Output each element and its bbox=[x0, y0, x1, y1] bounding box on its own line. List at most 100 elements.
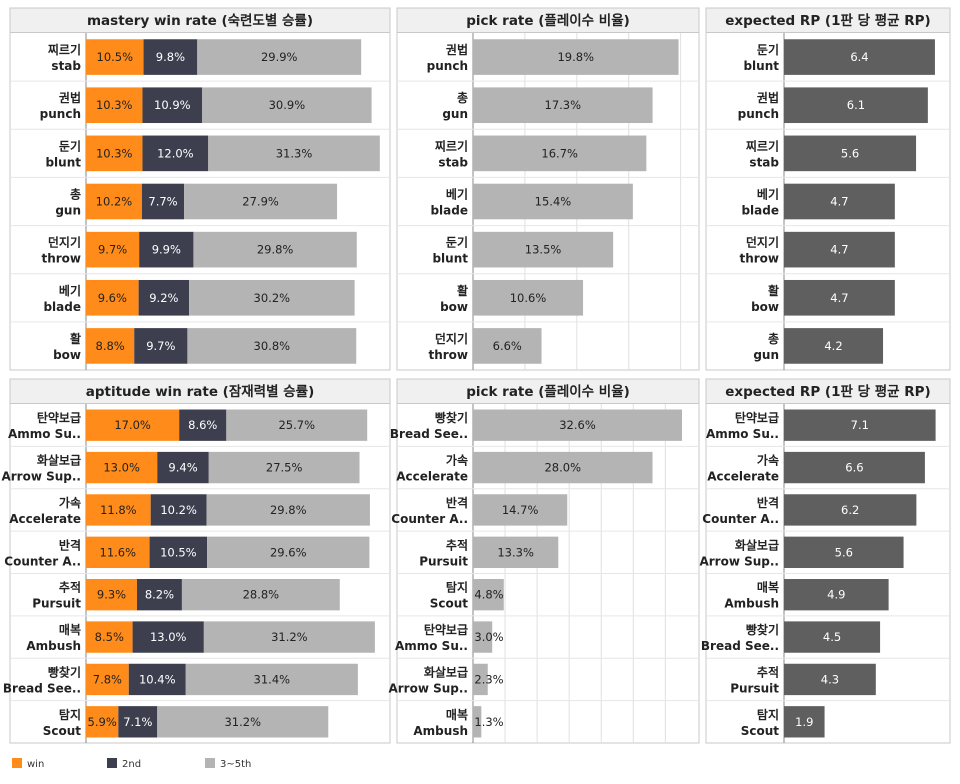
category-label-en: bow bbox=[440, 300, 468, 314]
data-label: 4.5 bbox=[823, 630, 841, 644]
data-label: 31.3% bbox=[276, 146, 313, 160]
category-label-en: punch bbox=[40, 107, 81, 121]
category-label-en: blade bbox=[43, 300, 81, 314]
category-label-en: Accelerate bbox=[396, 470, 468, 484]
category-label-en: Counter A.. bbox=[4, 554, 81, 568]
data-label: 10.9% bbox=[154, 98, 191, 112]
bar-segment-win bbox=[86, 328, 135, 364]
bar bbox=[784, 231, 895, 268]
data-label: 10.5% bbox=[97, 50, 134, 64]
bar-segment-win bbox=[86, 183, 142, 220]
data-label: 30.8% bbox=[254, 339, 291, 353]
category-label-en: stab bbox=[749, 155, 779, 169]
data-label: 4.9 bbox=[827, 588, 845, 602]
category-label-ko: 베기 bbox=[757, 187, 779, 202]
category-label-ko: 반격 bbox=[59, 537, 81, 552]
bar bbox=[473, 536, 559, 568]
data-label: 4.2 bbox=[824, 339, 842, 353]
bar bbox=[784, 183, 895, 220]
category-label-ko: 가속 bbox=[446, 453, 468, 468]
category-label-en: throw bbox=[739, 252, 779, 266]
data-label: 6.4 bbox=[850, 50, 868, 64]
data-label: 15.4% bbox=[535, 195, 572, 209]
data-label: 7.1% bbox=[123, 715, 152, 729]
category-label-en: Pursuit bbox=[32, 597, 81, 611]
category-label-en: Ammo Su.. bbox=[395, 639, 468, 653]
bar-segment-3~5th bbox=[157, 706, 329, 738]
bar bbox=[473, 451, 653, 484]
category-label-en: Bread See.. bbox=[390, 427, 468, 441]
bar-segment-3~5th bbox=[189, 279, 355, 316]
data-label: 10.2% bbox=[96, 195, 133, 209]
panel-header bbox=[706, 379, 950, 404]
category-label-en: Counter A.. bbox=[391, 512, 468, 526]
panel-header bbox=[706, 8, 950, 33]
category-label-en: Counter A.. bbox=[702, 512, 779, 526]
data-label: 16.7% bbox=[541, 146, 578, 160]
bar bbox=[784, 39, 935, 75]
bar-segment-win bbox=[86, 579, 137, 611]
category-label-en: Ammo Su.. bbox=[706, 427, 779, 441]
data-label: 29.8% bbox=[270, 503, 307, 517]
bar-segment-2nd bbox=[132, 621, 204, 653]
category-label-ko: 탄약보급 bbox=[37, 410, 81, 425]
data-label: 7.1 bbox=[851, 418, 869, 432]
category-label-ko: 추적 bbox=[59, 580, 81, 595]
panel-header bbox=[397, 379, 699, 404]
category-label-ko: 총 bbox=[70, 187, 81, 202]
category-label-ko: 화살보급 bbox=[37, 453, 81, 468]
data-label: 13.0% bbox=[150, 630, 187, 644]
category-label-en: bow bbox=[53, 348, 81, 362]
category-label-en: Accelerate bbox=[9, 512, 81, 526]
data-label: 29.6% bbox=[270, 545, 307, 559]
category-label-ko: 추적 bbox=[757, 664, 779, 679]
data-label: 31.2% bbox=[224, 715, 261, 729]
bar bbox=[784, 409, 936, 441]
bar-segment-3~5th bbox=[181, 579, 340, 611]
data-label: 5.6 bbox=[835, 545, 853, 559]
bar bbox=[473, 409, 683, 441]
legend-label: 2nd bbox=[122, 759, 141, 770]
data-label: 6.1 bbox=[847, 98, 865, 112]
category-label-en: Accelerate bbox=[707, 470, 779, 484]
data-label: 3.0% bbox=[474, 630, 503, 644]
bar bbox=[473, 706, 482, 738]
category-label-ko: 빵찾기 bbox=[48, 664, 81, 679]
data-label: 29.9% bbox=[261, 50, 298, 64]
category-label-ko: 찌르기 bbox=[435, 138, 468, 153]
bar bbox=[473, 663, 488, 696]
data-label: 7.7% bbox=[148, 195, 177, 209]
data-label: 4.7 bbox=[830, 243, 848, 257]
data-label: 12.0% bbox=[157, 146, 194, 160]
bar bbox=[473, 135, 647, 172]
category-label-ko: 반격 bbox=[757, 495, 779, 510]
category-label-en: Arrow Sup.. bbox=[699, 554, 779, 568]
category-label-en: blunt bbox=[45, 155, 81, 169]
data-label: 30.9% bbox=[269, 98, 306, 112]
category-label-ko: 활 bbox=[768, 283, 779, 298]
category-label-ko: 화살보급 bbox=[735, 537, 779, 552]
data-label: 5.6 bbox=[841, 146, 859, 160]
data-label: 25.7% bbox=[278, 418, 315, 432]
data-label: 6.2 bbox=[841, 503, 859, 517]
bar-segment-3~5th bbox=[185, 663, 358, 696]
category-label-en: stab bbox=[51, 59, 81, 73]
category-label-ko: 빵찾기 bbox=[435, 410, 468, 425]
data-label: 4.7 bbox=[830, 291, 848, 305]
category-label-ko: 찌르기 bbox=[746, 138, 779, 153]
bar-segment-2nd bbox=[157, 451, 209, 484]
data-label: 13.0% bbox=[103, 461, 140, 475]
bar-segment-3~5th bbox=[203, 621, 375, 653]
chart-title: pick rate (플레이수 비율) bbox=[466, 383, 630, 400]
data-label: 9.7% bbox=[146, 339, 175, 353]
bar-segment-win bbox=[86, 279, 139, 316]
chart-title: expected RP (1판 당 평균 RP) bbox=[725, 12, 930, 29]
data-label: 13.3% bbox=[497, 545, 534, 559]
data-label: 31.2% bbox=[271, 630, 308, 644]
bar-segment-3~5th bbox=[207, 536, 370, 568]
data-label: 10.4% bbox=[139, 672, 176, 686]
bar-segment-3~5th bbox=[202, 87, 372, 124]
category-label-ko: 둔기 bbox=[757, 42, 779, 57]
category-label-ko: 가속 bbox=[59, 495, 81, 510]
category-label-ko: 던지기 bbox=[435, 331, 468, 346]
